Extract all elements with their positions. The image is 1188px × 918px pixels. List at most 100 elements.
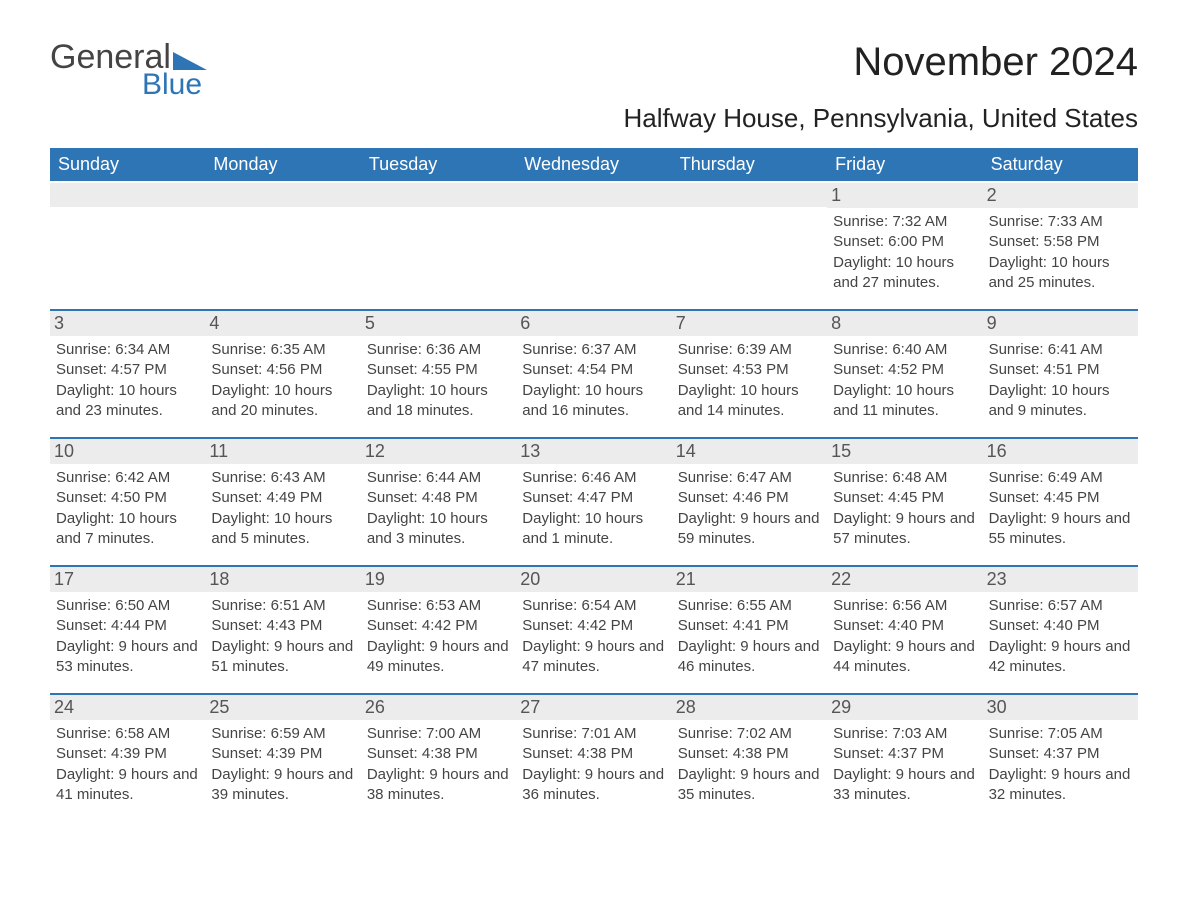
day-details: Sunrise: 7:33 AMSunset: 5:58 PMDaylight:… <box>989 212 1132 293</box>
day-details: Sunrise: 6:51 AMSunset: 4:43 PMDaylight:… <box>211 596 354 677</box>
day-details: Sunrise: 6:50 AMSunset: 4:44 PMDaylight:… <box>56 596 199 677</box>
day-details: Sunrise: 6:54 AMSunset: 4:42 PMDaylight:… <box>522 596 665 677</box>
day-number: 28 <box>672 695 827 720</box>
daylight-line: Daylight: 10 hours and 9 minutes. <box>989 381 1132 422</box>
sunrise-line: Sunrise: 6:49 AM <box>989 468 1132 488</box>
location-subtitle: Halfway House, Pennsylvania, United Stat… <box>624 103 1139 134</box>
calendar-day-cell: 16 Sunrise: 6:49 AMSunset: 4:45 PMDayligh… <box>983 439 1138 565</box>
daylight-line: Daylight: 10 hours and 5 minutes. <box>211 509 354 550</box>
sunset-line: Sunset: 6:00 PM <box>833 232 976 252</box>
daylight-line: Daylight: 10 hours and 1 minute. <box>522 509 665 550</box>
sunset-line: Sunset: 4:48 PM <box>367 488 510 508</box>
day-number: 9 <box>983 311 1138 336</box>
calendar-day-cell: 27Sunrise: 7:01 AMSunset: 4:38 PMDayligh… <box>516 695 671 821</box>
sunrise-line: Sunrise: 6:43 AM <box>211 468 354 488</box>
daylight-line: Daylight: 9 hours and 55 minutes. <box>989 509 1132 550</box>
sunset-line: Sunset: 4:42 PM <box>522 616 665 636</box>
day-number: 13 <box>516 439 671 464</box>
calendar-day-cell: 1Sunrise: 7:32 AMSunset: 6:00 PMDaylight… <box>827 183 982 309</box>
sunset-line: Sunset: 4:43 PM <box>211 616 354 636</box>
month-title: November 2024 <box>624 40 1139 85</box>
daylight-line: Daylight: 9 hours and 42 minutes. <box>989 637 1132 678</box>
daylight-line: Daylight: 10 hours and 14 minutes. <box>678 381 821 422</box>
sunset-line: Sunset: 4:57 PM <box>56 360 199 380</box>
day-details: Sunrise: 6:57 AMSunset: 4:40 PMDaylight:… <box>989 596 1132 677</box>
day-number: 24 <box>50 695 205 720</box>
day-number: 12 <box>361 439 516 464</box>
calendar-day-cell: 6Sunrise: 6:37 AMSunset: 4:54 PMDaylight… <box>516 311 671 437</box>
daylight-line: Daylight: 9 hours and 33 minutes. <box>833 765 976 806</box>
calendar-day-cell: 24Sunrise: 6:58 AMSunset: 4:39 PMDayligh… <box>50 695 205 821</box>
weekday-header-cell: Thursday <box>672 148 827 181</box>
daylight-line: Daylight: 10 hours and 18 minutes. <box>367 381 510 422</box>
day-number: 30 <box>983 695 1138 720</box>
day-details: Sunrise: 7:02 AMSunset: 4:38 PMDaylight:… <box>678 724 821 805</box>
sunset-line: Sunset: 4:55 PM <box>367 360 510 380</box>
calendar-day-cell: 20Sunrise: 6:54 AMSunset: 4:42 PMDayligh… <box>516 567 671 693</box>
sunset-line: Sunset: 4:40 PM <box>989 616 1132 636</box>
sunset-line: Sunset: 4:45 PM <box>989 488 1132 508</box>
calendar-day-cell: 12Sunrise: 6:44 AMSunset: 4:48 PMDayligh… <box>361 439 516 565</box>
sunset-line: Sunset: 4:37 PM <box>833 744 976 764</box>
day-details: Sunrise: 6:41 AMSunset: 4:51 PMDaylight:… <box>989 340 1132 421</box>
sunset-line: Sunset: 4:38 PM <box>367 744 510 764</box>
day-details: Sunrise: 6:53 AMSunset: 4:42 PMDaylight:… <box>367 596 510 677</box>
calendar: SundayMondayTuesdayWednesdayThursdayFrid… <box>50 148 1138 821</box>
weekday-header-cell: Sunday <box>50 148 205 181</box>
sunrise-line: Sunrise: 6:55 AM <box>678 596 821 616</box>
day-number: 15 <box>827 439 982 464</box>
sunset-line: Sunset: 4:53 PM <box>678 360 821 380</box>
day-number: 16 <box>983 439 1138 464</box>
day-number: 2 <box>983 183 1138 208</box>
logo: General Blue <box>50 40 207 100</box>
day-number: 22 <box>827 567 982 592</box>
day-number <box>50 183 205 207</box>
sunrise-line: Sunrise: 6:37 AM <box>522 340 665 360</box>
calendar-day-cell: 26Sunrise: 7:00 AMSunset: 4:38 PMDayligh… <box>361 695 516 821</box>
weekday-header-cell: Wednesday <box>516 148 671 181</box>
day-details: Sunrise: 6:48 AMSunset: 4:45 PMDaylight:… <box>833 468 976 549</box>
sunrise-line: Sunrise: 6:58 AM <box>56 724 199 744</box>
calendar-week-row: 1Sunrise: 7:32 AMSunset: 6:00 PMDaylight… <box>50 181 1138 309</box>
day-details: Sunrise: 6:42 AMSunset: 4:50 PMDaylight:… <box>56 468 199 549</box>
sunset-line: Sunset: 4:46 PM <box>678 488 821 508</box>
day-number: 1 <box>827 183 982 208</box>
calendar-day-cell: 19Sunrise: 6:53 AMSunset: 4:42 PMDayligh… <box>361 567 516 693</box>
day-number <box>361 183 516 207</box>
calendar-day-cell: 11Sunrise: 6:43 AMSunset: 4:49 PMDayligh… <box>205 439 360 565</box>
day-number: 3 <box>50 311 205 336</box>
day-number: 14 <box>672 439 827 464</box>
calendar-day-cell: 8Sunrise: 6:40 AMSunset: 4:52 PMDaylight… <box>827 311 982 437</box>
sunrise-line: Sunrise: 6:56 AM <box>833 596 976 616</box>
day-number: 17 <box>50 567 205 592</box>
day-number <box>516 183 671 207</box>
day-number: 25 <box>205 695 360 720</box>
calendar-week-row: 17 Sunrise: 6:50 AMSunset: 4:44 PMDayligh… <box>50 565 1138 693</box>
sunset-line: Sunset: 4:47 PM <box>522 488 665 508</box>
calendar-day-cell: 14Sunrise: 6:47 AMSunset: 4:46 PMDayligh… <box>672 439 827 565</box>
day-number: 23 <box>983 567 1138 592</box>
sunset-line: Sunset: 4:49 PM <box>211 488 354 508</box>
sunrise-line: Sunrise: 6:41 AM <box>989 340 1132 360</box>
daylight-line: Daylight: 9 hours and 49 minutes. <box>367 637 510 678</box>
daylight-line: Daylight: 9 hours and 39 minutes. <box>211 765 354 806</box>
day-details: Sunrise: 7:05 AMSunset: 4:37 PMDaylight:… <box>989 724 1132 805</box>
sunset-line: Sunset: 4:45 PM <box>833 488 976 508</box>
sunset-line: Sunset: 4:38 PM <box>522 744 665 764</box>
daylight-line: Daylight: 10 hours and 27 minutes. <box>833 253 976 294</box>
sunrise-line: Sunrise: 6:34 AM <box>56 340 199 360</box>
daylight-line: Daylight: 9 hours and 32 minutes. <box>989 765 1132 806</box>
sunrise-line: Sunrise: 7:33 AM <box>989 212 1132 232</box>
day-details: Sunrise: 6:43 AMSunset: 4:49 PMDaylight:… <box>211 468 354 549</box>
day-details: Sunrise: 6:56 AMSunset: 4:40 PMDaylight:… <box>833 596 976 677</box>
sunset-line: Sunset: 4:39 PM <box>56 744 199 764</box>
sunrise-line: Sunrise: 6:51 AM <box>211 596 354 616</box>
calendar-day-cell: 17 Sunrise: 6:50 AMSunset: 4:44 PMDayligh… <box>50 567 205 693</box>
calendar-day-cell: 23 Sunrise: 6:57 AMSunset: 4:40 PMDayligh… <box>983 567 1138 693</box>
calendar-day-cell <box>672 183 827 309</box>
day-number <box>672 183 827 207</box>
sunset-line: Sunset: 4:51 PM <box>989 360 1132 380</box>
calendar-day-cell: 5Sunrise: 6:36 AMSunset: 4:55 PMDaylight… <box>361 311 516 437</box>
calendar-day-cell: 30 Sunrise: 7:05 AMSunset: 4:37 PMDayligh… <box>983 695 1138 821</box>
sunset-line: Sunset: 4:44 PM <box>56 616 199 636</box>
